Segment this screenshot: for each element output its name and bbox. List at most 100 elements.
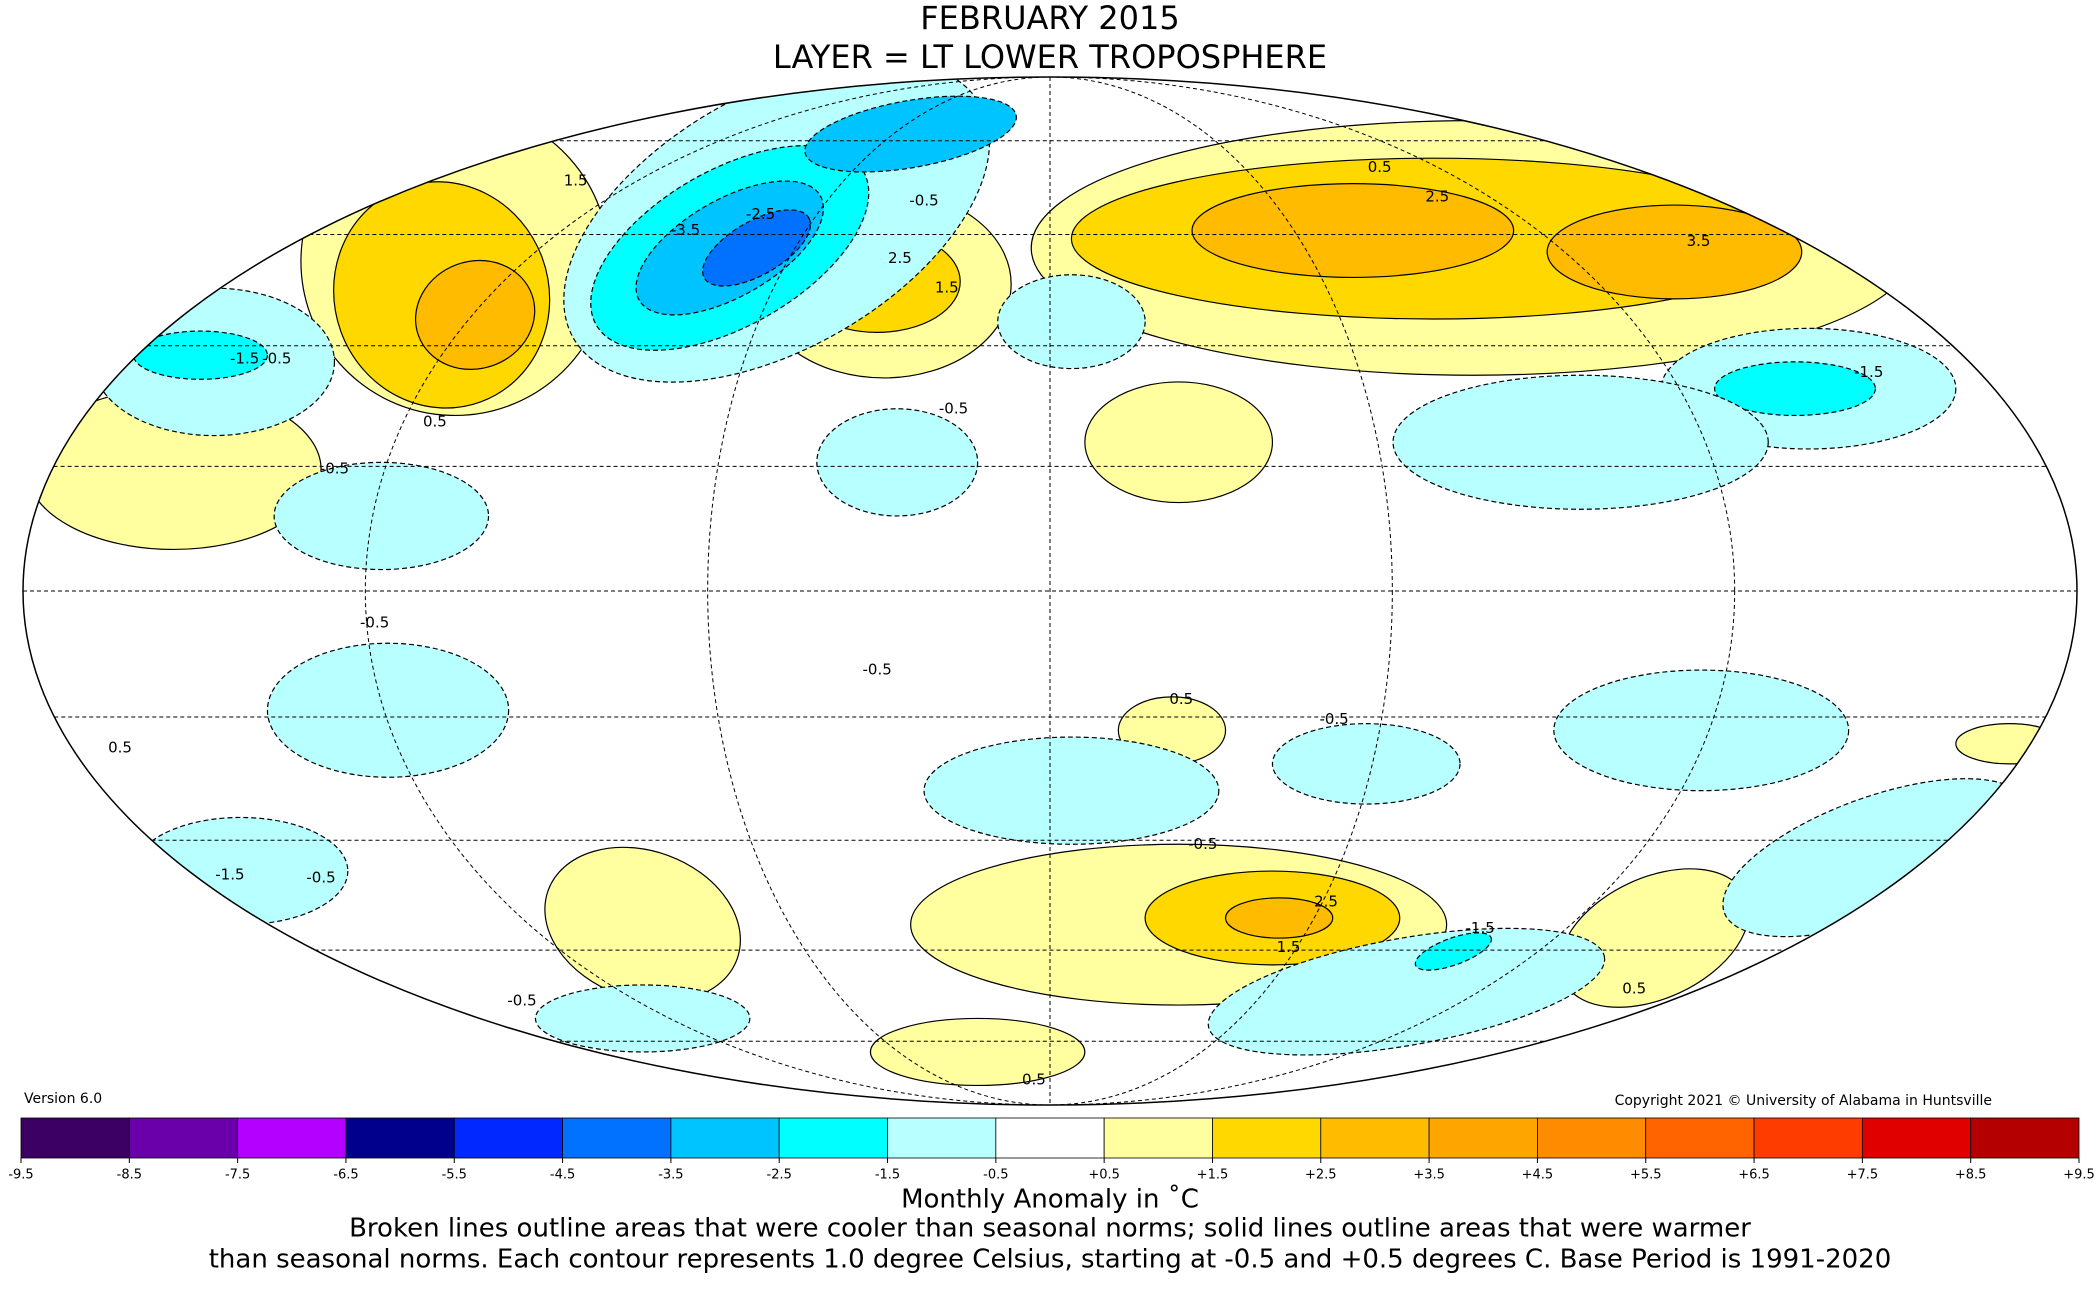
tick-label: -7.5 bbox=[225, 1168, 250, 1183]
colorbar-bin bbox=[562, 1117, 672, 1159]
anomaly-region bbox=[1414, 932, 1492, 971]
contour-label: 0.5 bbox=[1022, 1071, 1046, 1089]
anomaly-region bbox=[997, 274, 1146, 370]
colorbar-bin bbox=[345, 1117, 455, 1159]
anomaly-region bbox=[1084, 381, 1274, 504]
title: FEBRUARY 2015 bbox=[920, 0, 1179, 37]
anomaly-region bbox=[1714, 361, 1877, 417]
colorbar-bin bbox=[1970, 1117, 2080, 1159]
tick-label: +1.5 bbox=[1197, 1168, 1229, 1183]
tick-label: -8.5 bbox=[117, 1168, 142, 1183]
anomaly-region bbox=[414, 259, 536, 370]
version: Version 6.0 bbox=[24, 1091, 102, 1107]
caption-line: Broken lines outline areas that were coo… bbox=[349, 1214, 1751, 1244]
contour-label: 0.5 bbox=[108, 738, 132, 756]
colorbar-bin bbox=[1103, 1117, 1213, 1159]
tick-label: +4.5 bbox=[1522, 1168, 1554, 1183]
contour-label: -0.5 bbox=[1188, 835, 1217, 853]
colorbar-bin bbox=[1861, 1117, 1972, 1159]
contour-label: -0.5 bbox=[909, 192, 938, 210]
contour-label: -1.5 bbox=[230, 350, 259, 368]
contour-label: -2.5 bbox=[746, 205, 775, 223]
map: 1.50.5-1.5 -0.52.5-3.5-2.51.5-0.50.52.53.… bbox=[23, 77, 2077, 1105]
tick-label: +8.5 bbox=[1955, 1168, 1987, 1183]
contour-label: 1.5 bbox=[935, 279, 959, 297]
tick-label: -9.5 bbox=[8, 1168, 33, 1183]
contour-label: -0.5 bbox=[306, 868, 335, 886]
graticule bbox=[364, 77, 1736, 1105]
colorbar-bin bbox=[887, 1117, 997, 1159]
contour-label: 0.5 bbox=[1169, 690, 1193, 708]
tick-label: +3.5 bbox=[1413, 1168, 1445, 1183]
tick-label: +6.5 bbox=[1738, 1168, 1770, 1183]
anomaly-region bbox=[1191, 183, 1515, 279]
anomaly-region bbox=[132, 330, 269, 380]
anomaly-region bbox=[804, 95, 1017, 173]
contour-label: 1.5 bbox=[1277, 938, 1301, 956]
anomaly-region bbox=[1553, 669, 1850, 792]
contour-label: -1.5 bbox=[215, 866, 244, 884]
contour-label: -3.5 bbox=[671, 221, 700, 239]
tick-label: -2.5 bbox=[767, 1168, 792, 1183]
colorbar-bin bbox=[1645, 1117, 1755, 1159]
tick-label: +2.5 bbox=[1305, 1168, 1337, 1183]
contour-label: 2.5 bbox=[1314, 892, 1338, 910]
anomaly-region bbox=[923, 736, 1220, 845]
colorbar-bin bbox=[1537, 1117, 1647, 1159]
contour-label: 0.5 bbox=[1622, 979, 1646, 997]
tick-label: -3.5 bbox=[658, 1168, 683, 1183]
tick-label: -1.5 bbox=[875, 1168, 900, 1183]
anomaly-region bbox=[1955, 723, 2064, 765]
tick-label: -5.5 bbox=[442, 1168, 467, 1183]
contour-label: -0.5 bbox=[360, 614, 389, 632]
colorbar: -9.5 -8.5 -7.5 -6.5 -5.5 -4.5 -3.5 -2.5 -1.5 -0.5… bbox=[8, 1117, 2095, 1183]
anomaly-region bbox=[1271, 723, 1461, 805]
colorbar-label: Monthly Anomaly in ˚C bbox=[901, 1185, 1199, 1215]
colorbar-bin bbox=[778, 1117, 888, 1159]
contour-label: 2.5 bbox=[888, 249, 912, 267]
contour-label: 2.5 bbox=[1425, 188, 1449, 206]
contour-label: -0.5 bbox=[1319, 710, 1348, 728]
contour-label: -1.5 bbox=[1465, 919, 1494, 937]
contour-label: -0.5 bbox=[939, 399, 968, 417]
copyright: Copyright 2021 © University of Alabama i… bbox=[1615, 1093, 1992, 1109]
anomaly-region bbox=[266, 642, 510, 778]
anomaly-region bbox=[702, 209, 812, 287]
contour-label: -1.5 bbox=[1854, 363, 1883, 381]
colorbar-bin bbox=[453, 1117, 563, 1159]
tick-label: -4.5 bbox=[550, 1168, 575, 1183]
tick-label: +9.5 bbox=[2063, 1168, 2095, 1183]
colorbar-bin bbox=[20, 1117, 130, 1159]
contour-label: 0.5 bbox=[1368, 158, 1392, 176]
contour-label: -0.5 bbox=[262, 350, 291, 368]
tick-label: -0.5 bbox=[983, 1168, 1008, 1183]
anomaly-region bbox=[273, 461, 490, 571]
contour-label: 1.5 bbox=[564, 171, 588, 189]
anomaly-region bbox=[1392, 374, 1769, 510]
anomaly-region bbox=[1207, 927, 1606, 1056]
contour-label: -0.5 bbox=[507, 992, 536, 1010]
anomaly-region bbox=[534, 984, 751, 1053]
colorbar-bin bbox=[128, 1117, 239, 1159]
colorbar-bin bbox=[1428, 1117, 1538, 1159]
anomaly-region bbox=[1546, 204, 1803, 300]
anomaly-region bbox=[816, 408, 979, 517]
tick-label: -6.5 bbox=[333, 1168, 358, 1183]
tick-label: +7.5 bbox=[1847, 1168, 1879, 1183]
caption-line: than seasonal norms. Each contour repres… bbox=[209, 1245, 1892, 1275]
tick-label: +0.5 bbox=[1088, 1168, 1120, 1183]
anomaly-region bbox=[869, 1017, 1086, 1087]
colorbar-bin bbox=[1212, 1117, 1322, 1159]
contour-label: -0.5 bbox=[320, 460, 349, 478]
colorbar-bin bbox=[1753, 1117, 1863, 1159]
contour-label: 0.5 bbox=[423, 413, 447, 431]
colorbar-bin bbox=[237, 1117, 347, 1159]
colorbar-bin bbox=[670, 1117, 780, 1159]
colorbar-bin bbox=[995, 1117, 1105, 1159]
anomaly-region bbox=[1224, 897, 1334, 939]
globe-outline bbox=[22, 76, 2078, 1106]
tick-label: +5.5 bbox=[1630, 1168, 1662, 1183]
colorbar-bin bbox=[1320, 1117, 1430, 1159]
graticule bbox=[707, 77, 1393, 1105]
